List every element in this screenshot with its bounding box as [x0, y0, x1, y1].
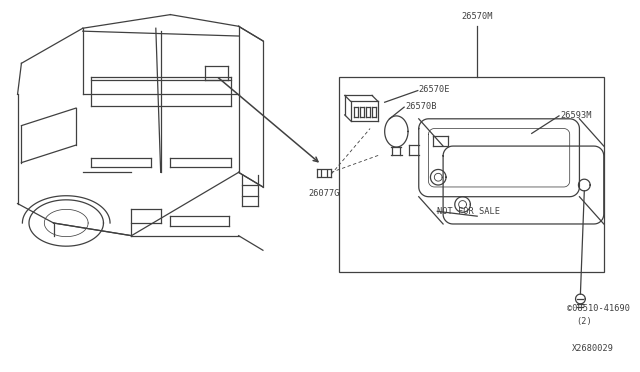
Text: (2): (2) [577, 317, 592, 326]
Text: 26593M: 26593M [560, 111, 591, 121]
Bar [339, 77, 604, 272]
Text: 26077G: 26077G [308, 189, 340, 198]
Text: 26570B: 26570B [405, 102, 436, 110]
Text: X2680029: X2680029 [572, 343, 614, 353]
Text: NOT FOR SALE: NOT FOR SALE [437, 207, 500, 216]
Text: ©08510-41690: ©08510-41690 [567, 304, 630, 313]
Text: 26570M: 26570M [461, 12, 493, 22]
Text: 26570E: 26570E [419, 85, 451, 94]
